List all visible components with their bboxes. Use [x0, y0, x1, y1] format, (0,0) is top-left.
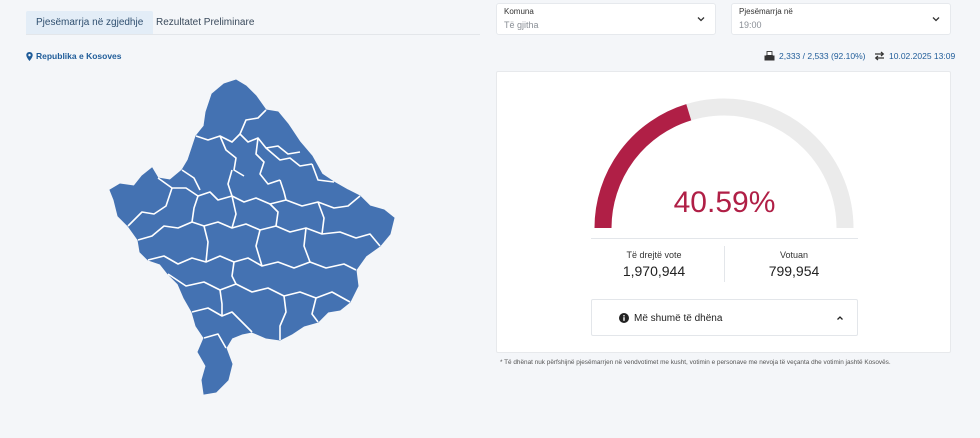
- region-breadcrumb[interactable]: Republika e Kosoves: [26, 51, 122, 61]
- eligible-voters-label: Të drejtë vote: [626, 250, 682, 260]
- eligible-voters-stat: Të drejtë vote 1,970,944: [589, 250, 719, 279]
- voted-label: Votuan: [779, 250, 809, 260]
- municipality-select[interactable]: Komuna Të gjitha: [496, 3, 716, 35]
- divider: [591, 238, 858, 239]
- map-pin-icon: [26, 51, 33, 61]
- turnout-gauge: [594, 98, 854, 228]
- more-data-label: Më shumë të dhëna: [634, 313, 723, 324]
- info-circle-icon: [619, 313, 629, 323]
- chevron-down-icon: [697, 17, 705, 22]
- kosovo-outline: [109, 79, 395, 395]
- tab-turnout[interactable]: Pjesëmarrja në zgjedhje: [26, 11, 154, 34]
- municipality-borders: [127, 109, 381, 349]
- footnote: * Të dhënat nuk përfshijnë pjesëmarrjen …: [500, 359, 891, 366]
- municipality-select-label: Komuna: [504, 7, 534, 16]
- voted-value: 799,954: [768, 263, 820, 279]
- time-select[interactable]: Pjesëmarrja në 19:00: [731, 3, 951, 35]
- stations-reported: 2,333 / 2,533 (92.10%): [764, 51, 865, 61]
- gauge-fill: [594, 104, 692, 228]
- more-data-accordion[interactable]: Më shumë të dhëna: [591, 299, 858, 336]
- eligible-voters-value: 1,970,944: [622, 263, 686, 279]
- tab-bar: Pjesëmarrja në zgjedhje Rezultatet Preli…: [26, 11, 480, 35]
- turnout-card: 40.59% Të drejtë vote 1,970,944 Votuan 7…: [496, 71, 951, 353]
- municipality-select-value: Të gjitha: [504, 20, 539, 30]
- last-updated-text: 10.02.2025 13:09: [889, 51, 956, 61]
- ballot-box-icon: [764, 51, 775, 61]
- region-label: Republika e Kosoves: [36, 51, 122, 61]
- chevron-up-icon[interactable]: [836, 314, 844, 322]
- time-select-label: Pjesëmarrja në: [739, 7, 793, 16]
- divider: [724, 246, 725, 282]
- chevron-down-icon: [932, 17, 940, 22]
- turnout-percentage: 40.59%: [673, 186, 776, 219]
- tab-preliminary-results[interactable]: Rezultatet Preliminare: [156, 17, 255, 28]
- refresh-arrows-icon: [874, 51, 885, 61]
- time-select-value: 19:00: [739, 20, 762, 30]
- kosovo-municipalities-map[interactable]: [108, 76, 400, 400]
- voted-stat: Votuan 799,954: [729, 250, 859, 279]
- stations-reported-text: 2,333 / 2,533 (92.10%): [779, 51, 866, 61]
- last-updated: 10.02.2025 13:09: [874, 51, 955, 61]
